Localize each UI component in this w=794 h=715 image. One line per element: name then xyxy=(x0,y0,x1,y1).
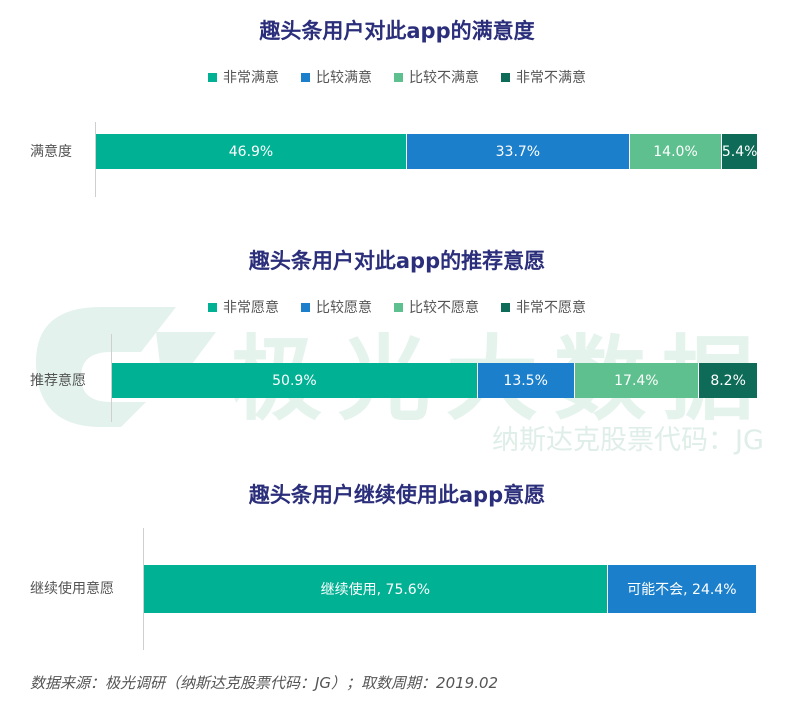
axis-line xyxy=(143,528,144,650)
category-label-recommend: 推荐意愿 xyxy=(30,373,86,389)
bar-segment: 5.4% xyxy=(721,134,757,169)
legend-label: 比较满意 xyxy=(316,70,372,86)
axis-line xyxy=(111,334,112,422)
bar-segment: 14.0% xyxy=(628,134,722,169)
legend-satisfaction: 非常满意 比较满意 比较不满意 非常不满意 xyxy=(0,67,794,87)
stacked-bar-recommend: 50.9% 13.5% 17.4% 8.2% xyxy=(112,363,757,398)
axis-line xyxy=(95,122,96,197)
data-source-note: 数据来源：极光调研（纳斯达克股票代码：JG）；取数周期：2019.02 xyxy=(30,674,499,692)
legend-label: 非常不愿意 xyxy=(516,300,586,316)
watermark-subtext: 纳斯达克股票代码：JG xyxy=(492,425,764,456)
legend-swatch xyxy=(208,72,217,82)
category-label-satisfaction: 满意度 xyxy=(30,144,72,160)
chart-title-recommend: 趣头条用户对此app的推荐意愿 xyxy=(248,249,546,273)
legend-item: 比较满意 xyxy=(301,67,372,87)
legend-swatch xyxy=(501,302,510,312)
legend-item: 非常愿意 xyxy=(208,297,279,317)
legend-swatch xyxy=(501,72,510,82)
legend-label: 比较不满意 xyxy=(409,70,479,86)
legend-label: 非常愿意 xyxy=(223,300,279,316)
bar-segment: 13.5% xyxy=(476,363,574,398)
bar-segment: 8.2% xyxy=(698,363,757,398)
bar-segment: 17.4% xyxy=(573,363,699,398)
bar-segment: 可能不会, 24.4% xyxy=(606,565,756,613)
legend-item: 比较不满意 xyxy=(394,67,479,87)
legend-swatch xyxy=(394,302,403,312)
jiguang-logo-watermark xyxy=(36,307,216,427)
stacked-bar-continue: 继续使用, 75.6% 可能不会, 24.4% xyxy=(144,565,756,613)
bar-segment: 继续使用, 75.6% xyxy=(144,565,607,613)
legend-swatch xyxy=(301,302,310,312)
legend-label: 非常不满意 xyxy=(516,70,586,86)
legend-item: 比较不愿意 xyxy=(394,297,479,317)
bar-segment: 50.9% xyxy=(112,363,477,398)
category-label-continue: 继续使用意愿 xyxy=(30,581,114,597)
bar-segment: 33.7% xyxy=(406,134,629,169)
chart-title-satisfaction: 趣头条用户对此app的满意度 xyxy=(259,19,535,43)
stacked-bar-satisfaction: 46.9% 33.7% 14.0% 5.4% xyxy=(96,134,757,169)
legend-item: 非常不满意 xyxy=(501,67,586,87)
legend-swatch xyxy=(301,72,310,82)
legend-swatch xyxy=(208,302,217,312)
legend-swatch xyxy=(394,72,403,82)
legend-label: 非常满意 xyxy=(223,70,279,86)
legend-recommend: 非常愿意 比较愿意 比较不愿意 非常不愿意 xyxy=(0,297,794,317)
legend-label: 比较愿意 xyxy=(316,300,372,316)
bar-segment: 46.9% xyxy=(96,134,406,169)
legend-item: 非常不愿意 xyxy=(501,297,586,317)
legend-item: 非常满意 xyxy=(208,67,279,87)
legend-label: 比较不愿意 xyxy=(409,300,479,316)
legend-item: 比较愿意 xyxy=(301,297,372,317)
chart-title-continue: 趣头条用户继续使用此app意愿 xyxy=(248,483,546,507)
